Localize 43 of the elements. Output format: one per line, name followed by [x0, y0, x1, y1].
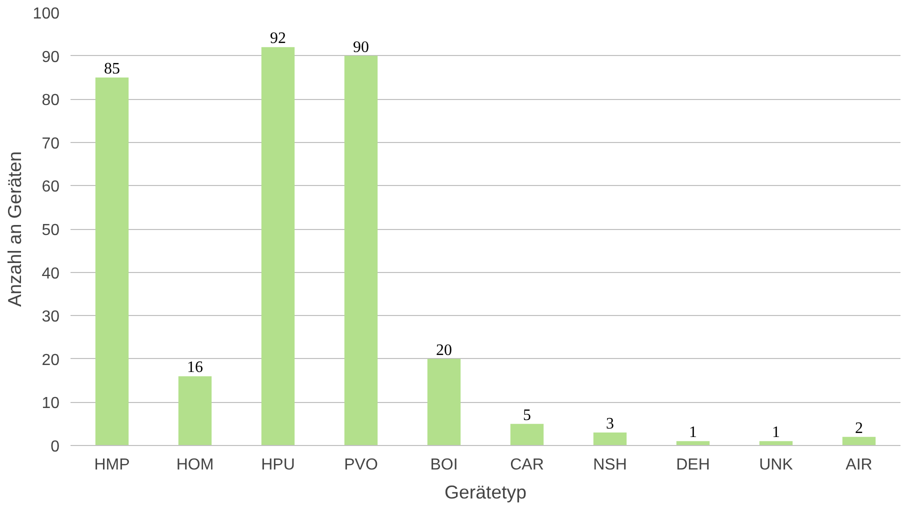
y-tick-label: 0 [50, 438, 60, 456]
bar [344, 56, 378, 446]
x-tick-label: CAR [510, 456, 544, 474]
bar [427, 358, 461, 446]
data-label: 85 [104, 60, 120, 78]
bar [261, 47, 295, 446]
data-label: 90 [353, 38, 369, 56]
data-label: 5 [523, 406, 531, 424]
y-tick-label: 10 [42, 395, 60, 412]
bar [510, 424, 544, 446]
y-tick-label: 60 [42, 178, 60, 196]
y-tick-label: 20 [42, 352, 60, 369]
data-label: 3 [606, 416, 614, 433]
x-tick-label: DEH [676, 456, 710, 474]
x-tick-label: HMP [94, 456, 130, 474]
data-label: 92 [270, 30, 286, 48]
bar [759, 441, 793, 446]
data-label: 16 [187, 359, 203, 376]
x-tick-label: PVO [344, 456, 378, 474]
x-tick-label: AIR [846, 456, 872, 474]
y-tick-label: 80 [42, 92, 60, 110]
x-tick-label: NSH [593, 456, 627, 474]
bar [178, 376, 212, 446]
data-label: 1 [689, 424, 697, 442]
x-tick-label: BOI [430, 456, 458, 474]
x-tick-label: HPU [261, 456, 295, 474]
x-tick-label: UNK [759, 456, 794, 474]
x-tick-label: HOM [176, 456, 214, 474]
bar [593, 432, 627, 446]
y-tick-label: 30 [42, 308, 60, 326]
bar [95, 77, 129, 446]
bar [842, 436, 876, 446]
bar [676, 441, 710, 446]
y-axis-title: Anzahl an Geräten [4, 151, 25, 307]
y-tick-label: 70 [42, 135, 60, 152]
data-label: 2 [855, 420, 863, 437]
y-tick-label: 90 [42, 48, 60, 66]
x-axis-title: Gerätetyp [444, 482, 526, 502]
data-label: 1 [772, 424, 780, 442]
y-tick-label: 50 [42, 222, 60, 239]
y-tick-label: 40 [42, 265, 60, 282]
data-label: 20 [436, 342, 452, 359]
y-tick-label: 100 [32, 6, 60, 22]
